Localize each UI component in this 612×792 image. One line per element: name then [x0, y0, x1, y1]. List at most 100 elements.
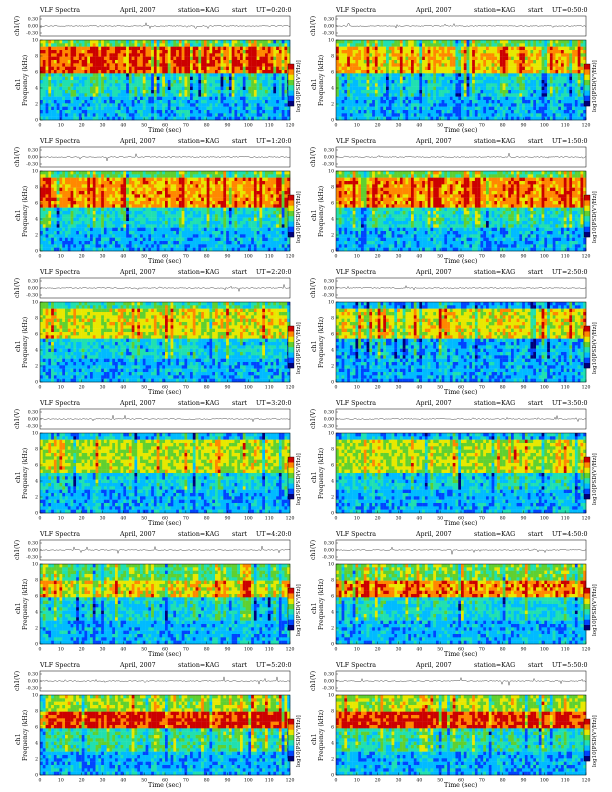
- spectrogram-cell: [474, 86, 478, 91]
- spectrogram-cell: [187, 80, 191, 84]
- spectrogram-cell: [363, 63, 367, 67]
- spectrogram-cell: [399, 90, 403, 94]
- spectrogram-cell: [206, 103, 210, 107]
- spectrogram-cell: [483, 56, 487, 61]
- spectrogram-cell: [137, 184, 141, 188]
- spectrogram-cell: [112, 70, 116, 74]
- spectrogram-cell: [276, 90, 280, 94]
- spectrogram-cell: [405, 83, 409, 87]
- spectrogram-cell: [461, 73, 464, 77]
- spectrogram-cell: [555, 90, 559, 94]
- spectrogram-cell: [561, 90, 564, 94]
- spectrogram-cell: [215, 80, 218, 84]
- spectrogram-cell: [366, 96, 370, 101]
- spectrogram-cell: [103, 60, 107, 64]
- spectrogram-cell: [561, 50, 564, 54]
- spectrogram-cell: [120, 40, 124, 44]
- spectrogram-cell: [187, 56, 191, 61]
- spectrogram-cell: [265, 53, 268, 57]
- spectrogram-cell: [497, 56, 501, 61]
- spectrogram-cell: [76, 96, 80, 101]
- spectrogram-cell: [87, 66, 91, 71]
- spectrogram-cell: [112, 73, 116, 77]
- spectrogram-cell: [217, 63, 221, 67]
- spectrogram-cell: [70, 80, 74, 84]
- spectrogram-cell: [62, 63, 66, 67]
- spectrogram-cell: [441, 70, 445, 74]
- spectrogram-cell: [92, 184, 96, 188]
- spectrogram-cell: [363, 70, 367, 74]
- spectrogram-cell: [203, 110, 207, 114]
- spectrogram-cell: [430, 106, 434, 111]
- spectrogram-cell: [399, 43, 403, 47]
- spectrogram-cell: [422, 116, 426, 121]
- spectrogram-cell: [73, 113, 77, 117]
- spectrogram-cell: [281, 83, 285, 87]
- spectrogram-cell: [228, 181, 232, 185]
- spectrogram-cell: [458, 106, 462, 111]
- spectrogram-cell: [411, 110, 414, 114]
- spectrogram-cell: [273, 40, 277, 44]
- spectrogram-cell: [469, 113, 473, 117]
- spectrogram-cell: [231, 56, 235, 61]
- spectrogram-cell: [120, 100, 124, 104]
- spectrogram-cell: [533, 56, 537, 61]
- spectrogram-cell: [167, 83, 171, 87]
- spectrogram-cell: [209, 177, 213, 182]
- spectrogram-cell: [466, 40, 470, 44]
- spectrogram-cell: [126, 93, 130, 97]
- spectrogram-cell: [441, 76, 445, 81]
- spectrogram-cell: [508, 63, 512, 67]
- spectrogram-cell: [245, 46, 249, 51]
- spectrogram-cell: [278, 76, 282, 81]
- spectrogram-cell: [436, 113, 439, 117]
- spectrogram-cell: [394, 43, 398, 47]
- spectrogram-cell: [106, 83, 110, 87]
- spectrogram-cell: [461, 56, 464, 61]
- spectrogram-cell: [65, 83, 68, 87]
- spectrogram-cell: [469, 103, 473, 107]
- spectrogram-cell: [253, 70, 257, 74]
- spectrogram-cell: [131, 70, 135, 74]
- spectrogram-cell: [109, 184, 113, 188]
- spectrogram-cell: [276, 116, 280, 121]
- spectrogram-cell: [438, 43, 442, 47]
- spectrogram-cell: [338, 96, 342, 101]
- spectrogram-cell: [486, 46, 489, 51]
- spectrogram-cell: [491, 43, 495, 47]
- spectrogram-cell: [386, 110, 389, 114]
- spectrogram-cell: [98, 110, 102, 114]
- spectrogram-cell: [472, 50, 476, 54]
- spectrogram-cell: [190, 184, 193, 188]
- spectrogram-cell: [444, 110, 448, 114]
- spectrogram-cell: [267, 171, 271, 175]
- spectrogram-cell: [472, 53, 476, 57]
- spectrogram-cell: [441, 106, 445, 111]
- spectrogram-cell: [76, 100, 80, 104]
- spectrogram-cell: [162, 106, 166, 111]
- spectrogram-cell: [552, 53, 556, 57]
- spectrogram-cell: [494, 106, 498, 111]
- spectrogram-cell: [424, 60, 428, 64]
- spectrogram-cell: [242, 66, 246, 71]
- spectrogram-cell: [508, 110, 512, 114]
- spectrogram-cell: [513, 70, 517, 74]
- spectrogram-cell: [59, 113, 63, 117]
- spectrogram-cell: [151, 53, 155, 57]
- spectrogram-cell: [533, 116, 537, 121]
- spectrogram-cell: [103, 171, 107, 175]
- spectrogram-cell: [427, 53, 431, 57]
- spectrogram-cell: [511, 116, 514, 121]
- spectrogram-cell: [228, 43, 232, 47]
- spectrogram-cell: [422, 63, 426, 67]
- spectrogram-cell: [234, 86, 238, 91]
- spectrogram-cell: [284, 113, 288, 117]
- spectrogram-cell: [81, 63, 85, 67]
- spectrogram-cell: [209, 116, 213, 121]
- spectrogram-cell: [278, 50, 282, 54]
- spectrogram-cell: [505, 50, 509, 54]
- spectrogram-cell: [120, 181, 124, 185]
- spectrogram-cell: [358, 46, 362, 51]
- spectrogram-cell: [156, 106, 160, 111]
- spectrogram-cell: [577, 96, 581, 101]
